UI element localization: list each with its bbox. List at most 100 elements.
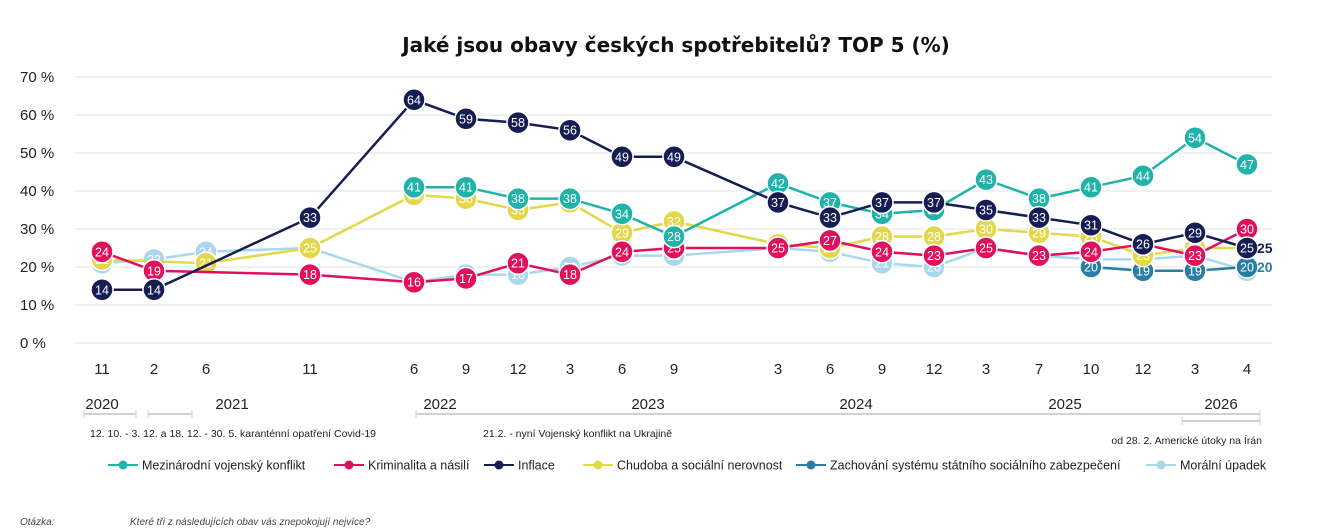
data-label: 21 [511, 257, 525, 271]
x-tick-label: 2 [150, 361, 158, 378]
x-tick-label: 12 [510, 361, 527, 378]
data-point [298, 262, 322, 287]
data-label: 25 [303, 242, 317, 256]
legend-label: Kriminalita a násilí [368, 459, 470, 473]
data-label: 31 [1084, 219, 1098, 233]
legend-label: Zachování systému státního sociálního za… [830, 459, 1121, 473]
data-label: 59 [459, 112, 473, 126]
year-label: 2021 [215, 396, 248, 413]
legend-marker [494, 460, 504, 470]
series-group: 2122242516181820232325242120252322222319… [90, 88, 1259, 302]
year-labels: 2020 2021 2022 2023 2024 2025 2026 [85, 396, 1237, 413]
data-point [1027, 243, 1051, 268]
data-label: 41 [459, 181, 473, 195]
footer: Otázka: Které tři z následujících obav v… [20, 517, 371, 528]
legend-item: Morální úpadek [1146, 459, 1267, 473]
x-tick-label: 9 [670, 361, 678, 378]
data-point [90, 240, 114, 264]
data-point [1235, 236, 1259, 260]
series-2: 14 14 33 64 59 58 56 49 49 37 33 37 37 35 33 31 26 29 25 [90, 88, 1259, 302]
x-tick-label: 6 [410, 361, 418, 378]
data-point [298, 205, 322, 230]
data-label: 33 [1032, 211, 1046, 225]
data-label: 41 [1084, 181, 1098, 195]
data-label: 14 [147, 283, 161, 297]
legend-item: Mezinárodní vojenský konflikt [108, 459, 306, 473]
data-point [1027, 205, 1051, 230]
x-tick-label: 9 [878, 361, 886, 378]
y-tick-label: 50 % [20, 145, 54, 162]
data-point [558, 118, 582, 142]
data-point [974, 167, 998, 192]
data-label: 19 [1188, 264, 1202, 278]
x-tick-label: 12 [926, 361, 943, 378]
data-point [818, 228, 842, 253]
data-label: 37 [927, 196, 941, 210]
y-axis: 0 % 10 % 20 % 30 % 40 % 50 % 60 % 70 % [20, 69, 54, 352]
year-label: 2025 [1048, 396, 1081, 413]
data-point [662, 145, 686, 169]
series-line [1090, 265, 1248, 273]
data-point [1079, 175, 1103, 199]
data-point [766, 190, 790, 215]
footer-question: Které tři z následujících obav vás znepo… [130, 517, 371, 528]
data-label: 24 [615, 245, 629, 259]
data-label: 37 [875, 196, 889, 210]
data-point [766, 236, 790, 260]
x-tick-label: 6 [202, 361, 210, 378]
data-label: 38 [1032, 192, 1046, 206]
data-point [974, 198, 998, 222]
data-point [402, 88, 426, 112]
legend-item: Inflace [484, 459, 555, 473]
end-label: 20 [1257, 259, 1273, 275]
data-point [922, 243, 946, 268]
data-label: 37 [771, 196, 785, 210]
data-label: 34 [615, 207, 629, 221]
x-tick-label: 11 [302, 361, 318, 378]
legend-label: Chudoba a sociální nerovnost [617, 459, 783, 473]
data-point [1079, 240, 1103, 264]
data-label: 20 [1240, 261, 1254, 275]
x-tick-label: 11 [94, 361, 110, 378]
data-label: 24 [1084, 245, 1098, 259]
data-label: 47 [1240, 158, 1254, 172]
legend-label: Morální úpadek [1180, 459, 1267, 473]
data-point [1131, 232, 1155, 256]
data-point [662, 224, 686, 249]
data-point [1131, 164, 1155, 188]
x-tick-label: 4 [1243, 361, 1251, 378]
x-axis: 11 2 6 11 6 9 12 3 6 9 3 6 9 12 3 7 10 12 3 4 [94, 361, 1251, 378]
data-label: 24 [875, 245, 889, 259]
y-tick-label: 10 % [20, 297, 54, 314]
legend-label: Mezinárodní vojenský konflikt [142, 459, 306, 473]
data-label: 56 [563, 124, 577, 138]
data-point [454, 266, 478, 291]
data-label: 58 [511, 116, 525, 130]
y-tick-label: 40 % [20, 183, 54, 200]
x-tick-label: 3 [1191, 361, 1199, 378]
data-point [610, 145, 634, 169]
data-point [506, 251, 530, 275]
data-label: 28 [927, 230, 941, 244]
data-label: 42 [771, 177, 785, 191]
chart-title: Jaké jsou obavy českých spotřebitelů? TO… [400, 33, 950, 57]
data-label: 29 [1032, 226, 1046, 240]
data-point [142, 278, 166, 302]
x-tick-label: 10 [1083, 361, 1100, 378]
data-label: 49 [667, 150, 681, 164]
legend-marker [806, 460, 816, 470]
data-point [1183, 221, 1207, 245]
data-label: 16 [407, 276, 421, 290]
year-label: 2022 [423, 396, 456, 413]
period-label: 21.2. - nyní Vojenský konflikt na Ukraji… [483, 428, 672, 440]
data-label: 33 [303, 211, 317, 225]
data-label: 25 [771, 242, 785, 256]
legend-marker [344, 460, 354, 470]
data-point [558, 262, 582, 287]
data-label: 26 [1136, 238, 1150, 252]
legend-item: Zachování systému státního sociálního za… [796, 459, 1121, 473]
data-label: 18 [303, 268, 317, 282]
data-point [1183, 243, 1207, 268]
data-point [818, 205, 842, 230]
